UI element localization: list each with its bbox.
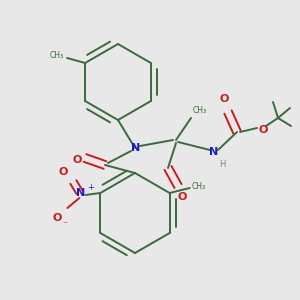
Text: H: H [219,160,225,169]
Text: +: + [87,182,94,191]
Text: O: O [219,94,229,104]
Text: O: O [72,155,82,165]
Text: N: N [131,143,141,153]
Text: N: N [209,147,219,157]
Text: O: O [258,125,268,135]
Text: N: N [76,188,85,198]
Text: O: O [177,192,187,202]
Text: CH₃: CH₃ [192,182,206,191]
Text: CH₃: CH₃ [50,52,64,61]
Text: ⁻: ⁻ [63,220,68,230]
Text: O: O [53,213,62,223]
Text: O: O [59,167,68,177]
Text: CH₃: CH₃ [193,106,207,115]
